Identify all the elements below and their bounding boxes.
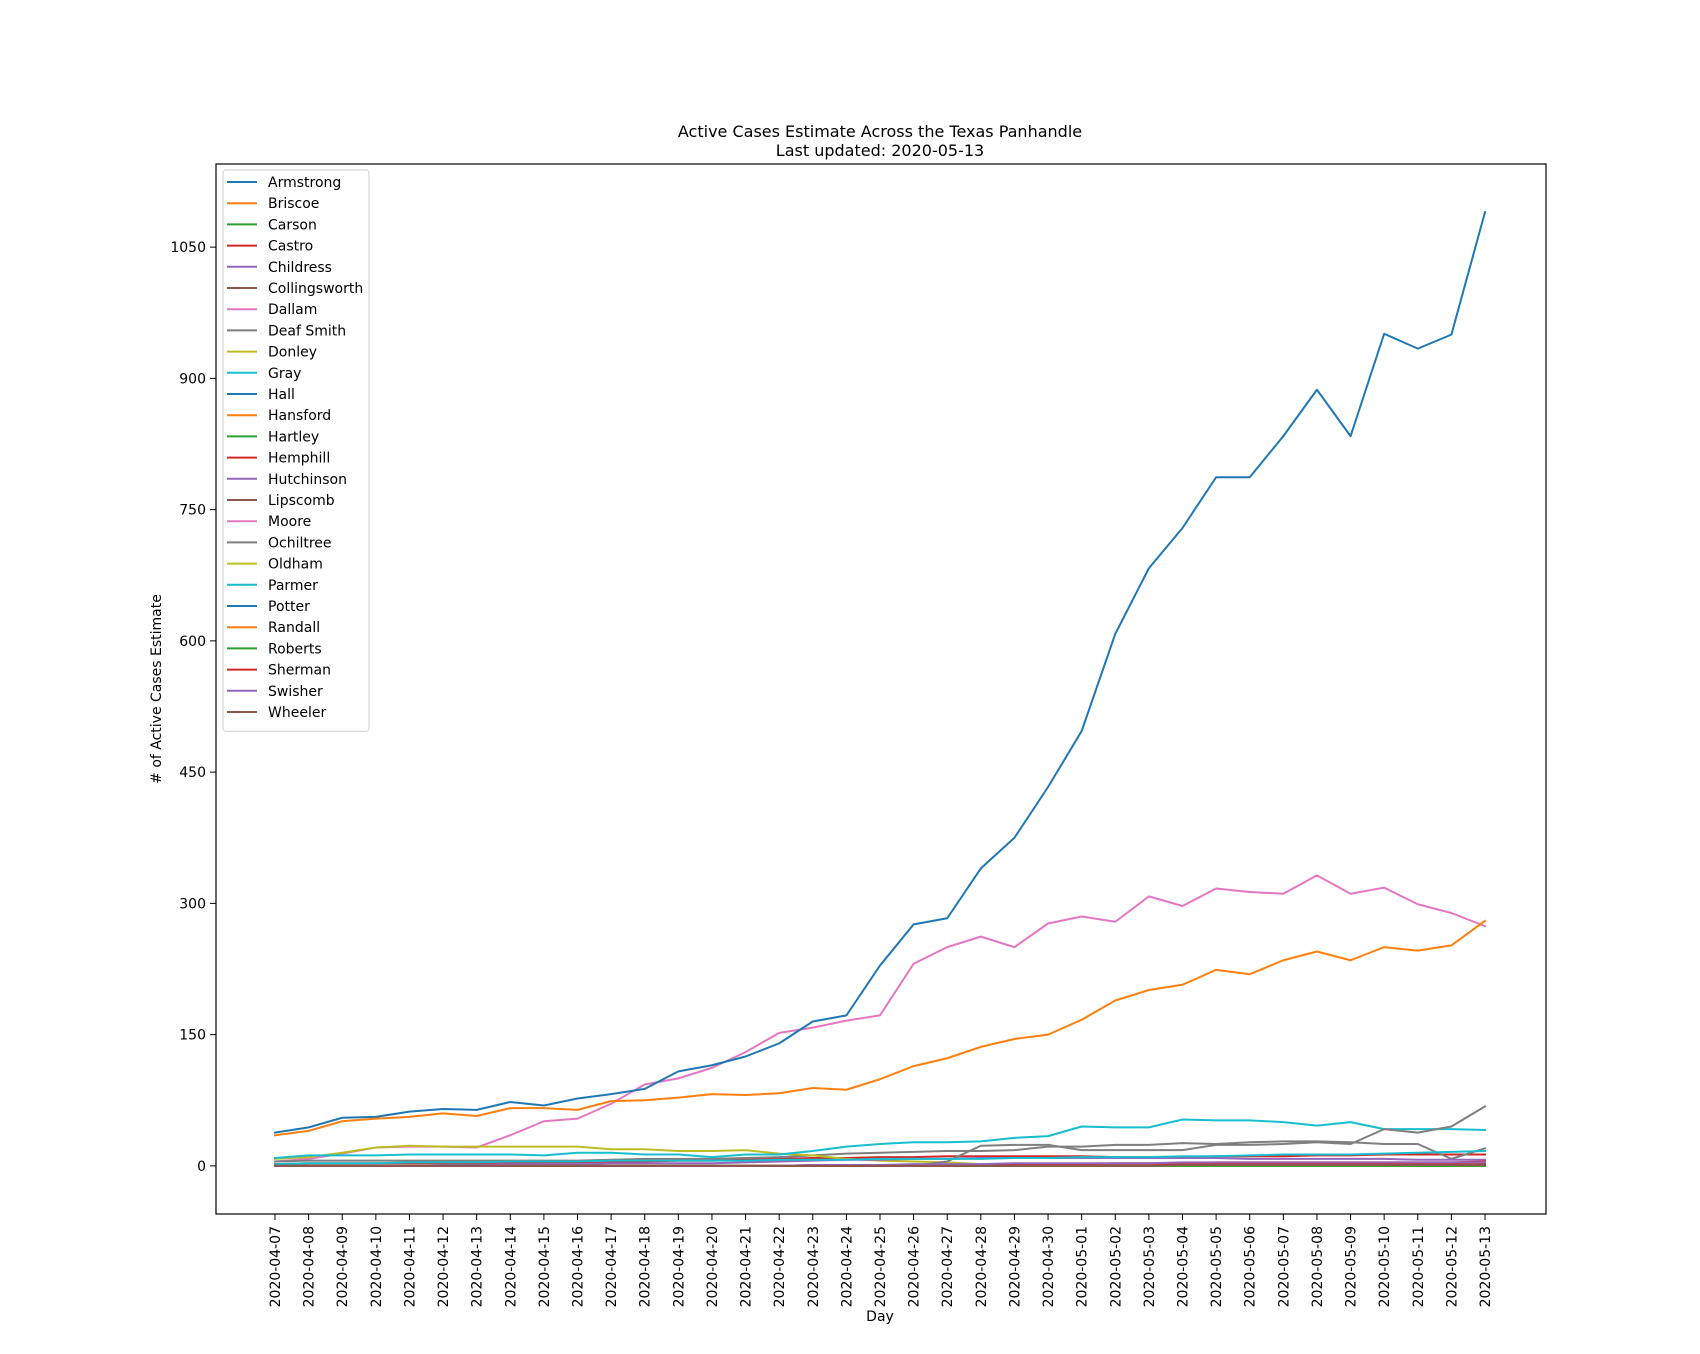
legend-label-dallam: Dallam <box>268 302 317 318</box>
x-tick-label: 2020-05-07 <box>1276 1226 1292 1307</box>
x-tick-label: 2020-04-13 <box>470 1226 486 1307</box>
legend-label-carson: Carson <box>268 217 317 233</box>
x-tick-label: 2020-04-11 <box>402 1226 418 1307</box>
legend-label-potter: Potter <box>268 599 310 615</box>
legend-label-donley: Donley <box>268 345 317 361</box>
y-axis: 0 150 300 450 600 750 900 1050 <box>170 240 216 1175</box>
legend-label-hemphill: Hemphill <box>268 451 330 467</box>
chart-subtitle: Last updated: 2020-05-13 <box>776 141 984 160</box>
x-tick-label: 2020-04-22 <box>772 1226 788 1307</box>
x-tick-label: 2020-05-08 <box>1310 1226 1326 1307</box>
y-axis-label: # of Active Cases Estimate <box>149 594 165 784</box>
y-tick-label: 300 <box>179 896 206 912</box>
legend-label-moore: Moore <box>268 514 311 530</box>
x-tick-label: 2020-04-24 <box>839 1226 855 1307</box>
legend: Armstrong Briscoe Carson Castro Childress Col… <box>222 169 370 732</box>
x-tick-label: 2020-04-19 <box>671 1226 687 1307</box>
x-tick-label: 2020-04-16 <box>571 1226 587 1307</box>
legend-label-collingsworth: Collingsworth <box>268 281 363 297</box>
series-line-gray <box>273 1118 1487 1160</box>
series-line-potter <box>273 210 1487 1134</box>
x-tick-label: 2020-05-11 <box>1411 1226 1427 1307</box>
legend-label-swisher: Swisher <box>268 684 323 700</box>
series-line-parmer <box>273 1149 1487 1166</box>
x-tick-label: 2020-04-08 <box>302 1226 318 1307</box>
legend-label-armstrong: Armstrong <box>268 175 341 191</box>
legend-label-randall: Randall <box>268 620 320 636</box>
legend-label-hall: Hall <box>268 387 295 403</box>
x-tick-label: 2020-05-10 <box>1377 1226 1393 1307</box>
series-line-wheeler <box>274 1164 1486 1167</box>
x-tick-label: 2020-05-06 <box>1243 1226 1259 1307</box>
x-tick-label: 2020-04-27 <box>940 1226 956 1307</box>
legend-label-gray: Gray <box>268 366 301 382</box>
legend-label-hansford: Hansford <box>268 408 331 424</box>
x-tick-label: 2020-04-15 <box>537 1226 553 1307</box>
x-tick-label: 2020-04-10 <box>369 1226 385 1307</box>
legend-label-wheeler: Wheeler <box>268 705 326 721</box>
plot-area-frame <box>215 163 1547 1215</box>
x-axis-label: Day <box>866 1309 894 1325</box>
x-tick-label: 2020-04-28 <box>974 1226 990 1307</box>
x-tick-label: 2020-04-18 <box>638 1226 654 1307</box>
legend-label-sherman: Sherman <box>268 663 331 679</box>
x-tick-label: 2020-04-25 <box>873 1226 889 1307</box>
legend-label-lipscomb: Lipscomb <box>268 493 335 509</box>
series-lines <box>273 210 1487 1167</box>
legend-label-deaf-smith: Deaf Smith <box>268 323 346 339</box>
x-tick-label: 2020-04-09 <box>335 1226 351 1307</box>
legend-frame <box>222 169 370 732</box>
x-tick-label: 2020-04-29 <box>1007 1226 1023 1307</box>
legend-label-castro: Castro <box>268 239 313 255</box>
y-tick-label: 900 <box>179 371 206 387</box>
legend-label-oldham: Oldham <box>268 557 323 573</box>
x-tick-label: 2020-04-07 <box>268 1226 284 1307</box>
x-tick-label: 2020-05-04 <box>1176 1226 1192 1307</box>
y-tick-label: 1050 <box>170 240 206 256</box>
series-line-randall <box>273 919 1487 1137</box>
x-tick-label: 2020-04-12 <box>436 1226 452 1307</box>
legend-label-hutchinson: Hutchinson <box>268 472 347 488</box>
x-tick-label: 2020-04-21 <box>739 1226 755 1307</box>
x-tick-label: 2020-04-23 <box>806 1226 822 1307</box>
x-tick-label: 2020-05-01 <box>1075 1226 1091 1307</box>
chart-title: Active Cases Estimate Across the Texas P… <box>678 122 1082 141</box>
legend-label-roberts: Roberts <box>268 641 322 657</box>
x-tick-label: 2020-04-26 <box>907 1226 923 1307</box>
y-tick-label: 0 <box>197 1159 206 1175</box>
x-tick-label: 2020-05-12 <box>1444 1226 1460 1307</box>
x-tick-label: 2020-05-09 <box>1344 1226 1360 1307</box>
x-axis: 2020-04-07 2020-04-08 2020-04-09 2020-04-10… <box>268 1214 1494 1307</box>
y-tick-label: 450 <box>179 765 206 781</box>
x-tick-label: 2020-05-02 <box>1108 1226 1124 1307</box>
x-tick-label: 2020-04-30 <box>1041 1226 1057 1307</box>
x-tick-label: 2020-04-14 <box>503 1226 519 1307</box>
x-tick-label: 2020-04-17 <box>604 1226 620 1307</box>
x-tick-label: 2020-05-13 <box>1478 1226 1494 1307</box>
legend-label-childress: Childress <box>268 260 332 276</box>
series-line-deaf-smith <box>273 1140 1487 1163</box>
legend-label-parmer: Parmer <box>268 578 318 594</box>
y-tick-label: 150 <box>179 1028 206 1044</box>
y-tick-label: 600 <box>179 634 206 650</box>
x-tick-label: 2020-04-20 <box>705 1226 721 1307</box>
y-tick-label: 750 <box>179 503 206 519</box>
legend-label-ochiltree: Ochiltree <box>268 535 332 551</box>
x-tick-label: 2020-05-05 <box>1209 1226 1225 1307</box>
x-tick-label: 2020-05-03 <box>1142 1226 1158 1307</box>
legend-label-hartley: Hartley <box>268 429 319 445</box>
legend-label-briscoe: Briscoe <box>268 196 319 212</box>
